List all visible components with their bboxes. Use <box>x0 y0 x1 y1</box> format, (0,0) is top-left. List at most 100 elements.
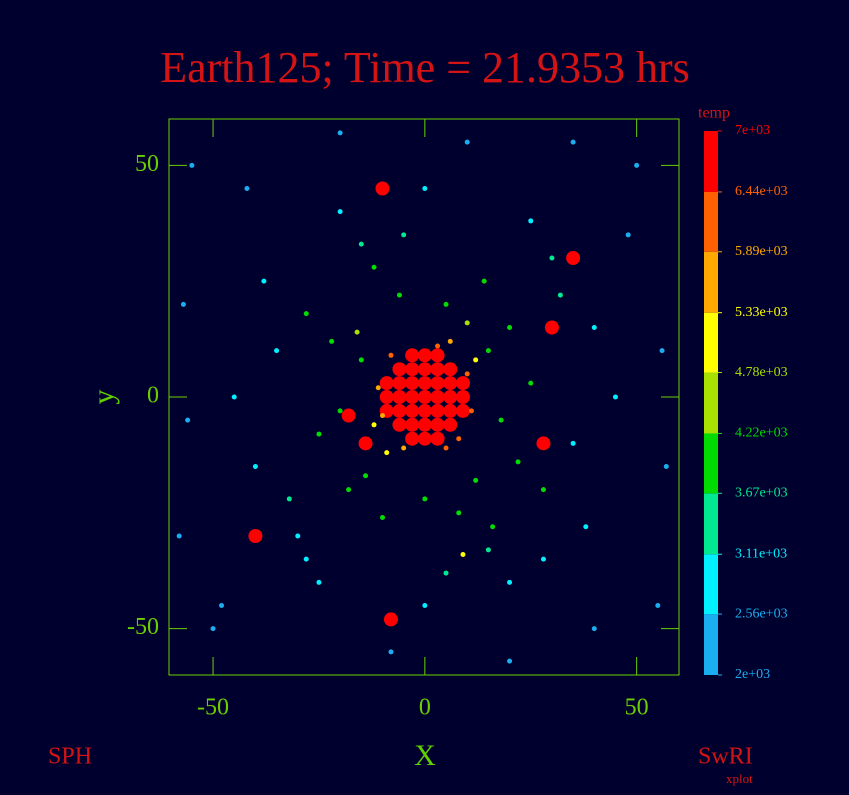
point <box>468 408 474 414</box>
point <box>392 403 407 418</box>
point <box>443 390 458 404</box>
point <box>507 658 513 664</box>
point <box>303 311 309 317</box>
point <box>405 417 420 432</box>
point <box>612 394 618 400</box>
point <box>396 292 402 298</box>
point <box>316 579 322 585</box>
point <box>417 362 432 377</box>
point <box>507 579 513 585</box>
point <box>528 380 534 386</box>
point <box>455 403 470 418</box>
point <box>430 417 445 432</box>
point <box>473 477 479 483</box>
point <box>443 570 449 576</box>
point <box>443 445 449 451</box>
point <box>536 436 551 451</box>
colorbar-tick-label: 3.67e+03 <box>735 486 788 501</box>
point <box>244 186 250 191</box>
point <box>591 626 597 632</box>
point <box>443 301 449 307</box>
point <box>379 514 385 520</box>
colorbar-tick-label: 7e+03 <box>735 123 770 138</box>
point <box>274 348 280 354</box>
point <box>430 376 445 391</box>
y-tick-label: 0 <box>147 383 159 409</box>
point <box>460 552 466 558</box>
point <box>443 403 458 418</box>
point <box>430 362 445 377</box>
point <box>540 556 546 562</box>
point <box>405 376 420 391</box>
point <box>341 408 356 423</box>
point <box>443 376 458 391</box>
point <box>231 394 237 400</box>
point <box>354 329 360 335</box>
point <box>663 464 669 469</box>
point <box>528 218 534 224</box>
point <box>392 417 407 432</box>
point <box>485 348 491 354</box>
point <box>464 320 470 326</box>
point <box>430 403 445 418</box>
point <box>430 348 445 363</box>
point <box>210 626 216 632</box>
colorbar-band <box>704 251 718 313</box>
x-tick-label: 50 <box>625 695 649 721</box>
point <box>417 403 432 418</box>
colorbar-tick-label: 2e+03 <box>735 667 770 682</box>
point <box>261 278 267 284</box>
point <box>540 487 546 493</box>
point <box>392 362 407 377</box>
point <box>358 436 373 451</box>
point <box>490 524 496 530</box>
point <box>405 403 420 418</box>
point <box>316 431 322 437</box>
colorbar-band <box>704 312 718 373</box>
colorbar-label: temp <box>698 105 730 122</box>
point <box>485 547 491 553</box>
point <box>337 130 343 136</box>
point <box>417 417 432 432</box>
point <box>337 209 343 215</box>
point <box>371 264 377 270</box>
point <box>417 390 432 404</box>
point <box>379 413 385 419</box>
point <box>379 376 394 391</box>
point <box>185 417 191 423</box>
colorbar-band <box>704 372 718 434</box>
point <box>557 292 563 298</box>
point <box>358 357 364 363</box>
point <box>375 181 390 196</box>
footer-left: SPH <box>48 744 92 770</box>
y-tick-label: 50 <box>135 151 159 177</box>
point <box>430 390 445 404</box>
point <box>570 440 576 446</box>
point <box>549 255 555 261</box>
point <box>443 362 458 377</box>
point <box>655 603 661 608</box>
colorbar-band <box>704 191 718 252</box>
point <box>422 186 428 191</box>
x-tick-label: -50 <box>197 695 229 721</box>
colorbar-tick-label: 5.33e+03 <box>735 305 788 320</box>
colorbar-tick-label: 2.56e+03 <box>735 606 788 621</box>
point <box>401 445 407 451</box>
point <box>189 162 195 168</box>
point <box>455 376 470 391</box>
point <box>379 390 394 404</box>
point <box>456 436 462 442</box>
colorbar-tick-label: 4.22e+03 <box>735 426 788 441</box>
point <box>252 464 258 469</box>
point <box>384 450 390 456</box>
point <box>219 603 225 608</box>
point <box>422 603 428 608</box>
point <box>544 320 559 335</box>
point <box>464 371 470 377</box>
point <box>566 251 581 265</box>
point <box>417 431 432 446</box>
colorbar-band <box>704 614 718 675</box>
point <box>515 459 521 465</box>
point <box>435 343 441 349</box>
